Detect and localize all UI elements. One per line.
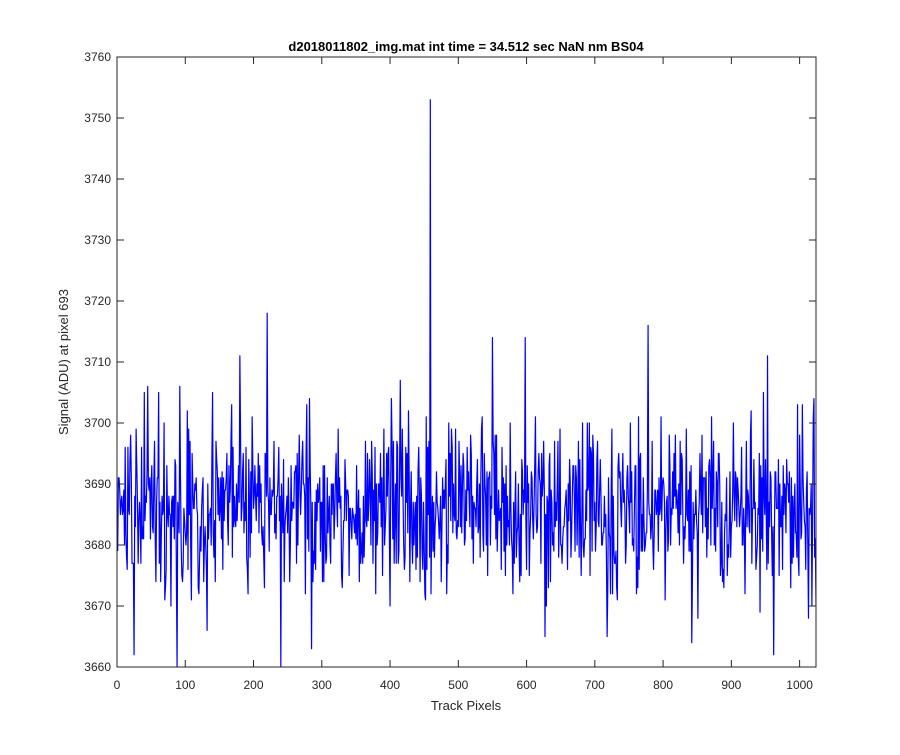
- x-axis: 0 100 200 300 400 500 600 700 800 900 1000: [114, 57, 813, 692]
- x-tick-label: 400: [380, 678, 400, 692]
- y-tick-label: 3710: [84, 355, 111, 369]
- y-tick-label: 3660: [84, 660, 111, 674]
- x-tick-label: 500: [448, 678, 468, 692]
- chart-title: d2018011802_img.mat int time = 34.512 se…: [288, 39, 644, 54]
- x-tick-label: 600: [517, 678, 537, 692]
- y-tick-label: 3720: [84, 294, 111, 308]
- series-line-signal: [117, 99, 816, 667]
- y-axis: 3660 3670 3680 3690 3700 3710 3720 3730 3740 3750…: [84, 50, 816, 674]
- y-tick-label: 3670: [84, 599, 111, 613]
- y-tick-label: 3740: [84, 172, 111, 186]
- y-axis-label: Signal (ADU) at pixel 693: [56, 289, 71, 435]
- x-tick-label: 300: [312, 678, 332, 692]
- x-tick-label: 200: [244, 678, 264, 692]
- y-tick-label: 3700: [84, 416, 111, 430]
- x-tick-label: 100: [175, 678, 195, 692]
- y-tick-label: 3760: [84, 50, 111, 64]
- x-tick-label: 700: [585, 678, 605, 692]
- y-tick-label: 3730: [84, 233, 111, 247]
- y-tick-label: 3690: [84, 477, 111, 491]
- x-tick-label: 900: [721, 678, 741, 692]
- x-tick-label: 800: [653, 678, 673, 692]
- x-tick-label: 1000: [786, 678, 813, 692]
- x-axis-label: Track Pixels: [431, 698, 502, 713]
- y-tick-label: 3750: [84, 111, 111, 125]
- y-tick-label: 3680: [84, 538, 111, 552]
- axes-box: [116, 56, 817, 668]
- plot-area: [117, 99, 816, 667]
- x-tick-label: 0: [114, 678, 121, 692]
